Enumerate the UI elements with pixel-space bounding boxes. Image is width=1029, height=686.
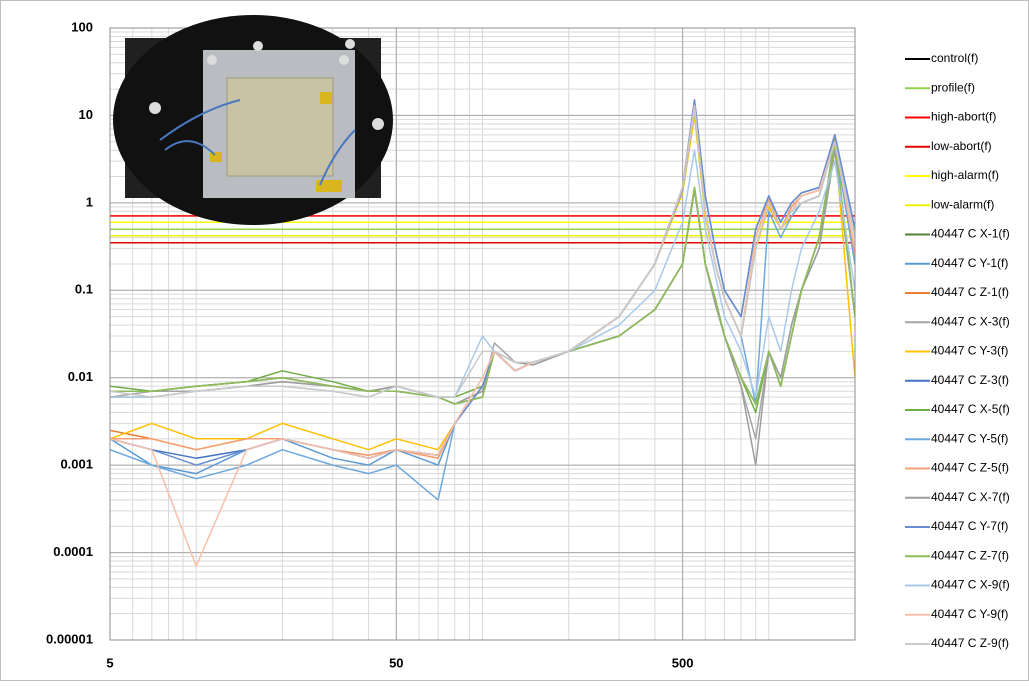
legend-label: 40447 C X-9(f) xyxy=(931,578,1010,592)
legend-label: 40447 C X-3(f) xyxy=(931,314,1010,328)
legend-label: 40447 C Y-3(f) xyxy=(931,344,1008,358)
legend-label: 40447 C Y-9(f) xyxy=(931,607,1008,621)
legend-label: profile(f) xyxy=(931,80,975,94)
legend-label: 40447 C Z-3(f) xyxy=(931,373,1009,387)
legend-label: high-alarm(f) xyxy=(931,168,999,182)
x-tick-label: 50 xyxy=(389,655,403,670)
legend-label: 40447 C Y-7(f) xyxy=(931,519,1008,533)
legend-label: 40447 C Y-1(f) xyxy=(931,256,1008,270)
y-tick-label: 0.001 xyxy=(60,457,93,472)
legend-label: low-abort(f) xyxy=(931,139,992,153)
y-tick-label: 0.0001 xyxy=(53,544,93,559)
x-tick-label: 5 xyxy=(106,655,113,670)
legend-label: 40447 C Z-7(f) xyxy=(931,548,1009,562)
legend-label: 40447 C X-1(f) xyxy=(931,227,1010,241)
y-tick-label: 10 xyxy=(79,107,93,122)
legend-label: high-abort(f) xyxy=(931,110,996,124)
y-tick-label: 100 xyxy=(71,19,93,34)
y-tick-label: 0.00001 xyxy=(46,631,93,646)
y-tick-label: 0.1 xyxy=(75,282,93,297)
legend-label: low-alarm(f) xyxy=(931,197,994,211)
legend-label: 40447 C Z-5(f) xyxy=(931,461,1009,475)
legend-label: 40447 C X-5(f) xyxy=(931,402,1010,416)
legend-label: 40447 C Z-1(f) xyxy=(931,285,1009,299)
legend-label: 40447 C Z-9(f) xyxy=(931,636,1009,650)
legend-label: 40447 C X-7(f) xyxy=(931,490,1010,504)
legend-label: 40447 C Y-5(f) xyxy=(931,431,1008,445)
x-tick-label: 500 xyxy=(672,655,694,670)
chart: control(f) profile(f) high-abort(f) low-abo… xyxy=(0,0,1029,681)
y-tick-label: 0.01 xyxy=(68,369,93,384)
legend-label: control(f) xyxy=(931,51,978,65)
y-tick-label: 1 xyxy=(86,194,93,209)
inset-photo xyxy=(113,15,393,225)
